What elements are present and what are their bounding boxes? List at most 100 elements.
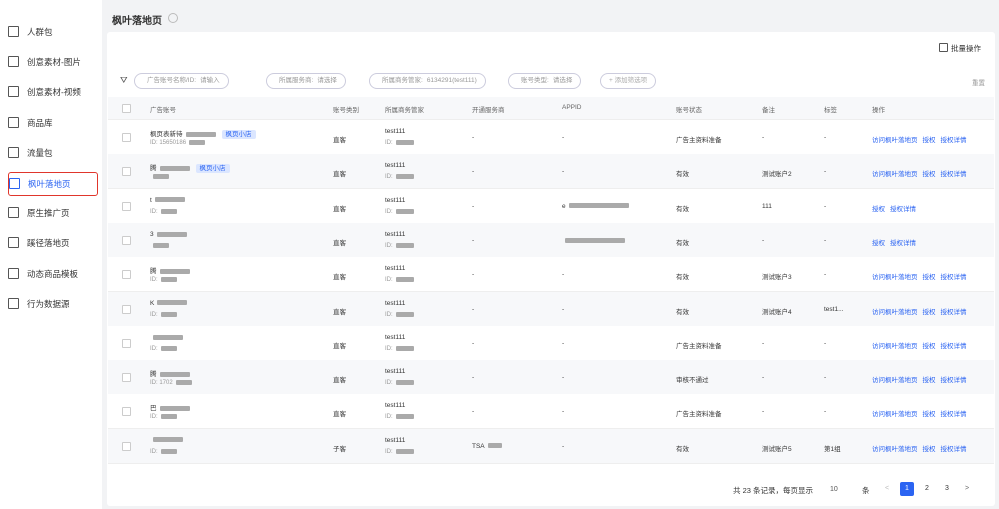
action-link[interactable]: 访问枫叶落地页 bbox=[872, 137, 918, 144]
appid-text: - bbox=[562, 168, 565, 176]
action-link[interactable]: 授权详情 bbox=[940, 171, 967, 179]
action-link[interactable]: 授权详情 bbox=[940, 308, 967, 316]
action-link[interactable]: 授权 bbox=[872, 239, 885, 247]
checkbox[interactable] bbox=[122, 104, 131, 113]
menu-label[interactable]: 流量包 bbox=[27, 147, 53, 158]
manager: test111 bbox=[385, 333, 406, 341]
checkbox[interactable] bbox=[122, 235, 131, 245]
action-link[interactable]: 授权 bbox=[922, 137, 936, 144]
manager: test111 bbox=[385, 128, 406, 135]
checkbox[interactable] bbox=[122, 373, 131, 383]
filter-icon[interactable]: ⛛ bbox=[120, 75, 128, 85]
status: 有效 bbox=[676, 274, 689, 282]
page-number[interactable]: 1 bbox=[900, 482, 914, 496]
menu-item[interactable]: 人群包 bbox=[8, 21, 96, 43]
menu-item[interactable]: 流量包 bbox=[8, 142, 96, 164]
reset-button[interactable]: 重置 bbox=[972, 80, 985, 87]
menu-label[interactable]: 创意素材-图片 bbox=[27, 57, 81, 68]
action-link[interactable]: 访问枫叶落地页 bbox=[872, 377, 918, 385]
action-link[interactable]: 访问枫叶落地页 bbox=[872, 308, 918, 316]
action-link[interactable]: 授权 bbox=[922, 274, 936, 282]
action-link[interactable]: 授权 bbox=[872, 205, 885, 213]
action-link[interactable]: 授权详情 bbox=[890, 205, 916, 213]
action-link[interactable]: 授权详情 bbox=[940, 445, 967, 453]
checkbox[interactable] bbox=[122, 167, 131, 177]
menu-item[interactable]: 原生推广页 bbox=[8, 202, 96, 224]
batch-label[interactable]: 批量操作 bbox=[951, 44, 981, 53]
filter[interactable]: 账号类型: 请选择 bbox=[508, 73, 582, 89]
action-link[interactable]: 访问枫叶落地页 bbox=[872, 342, 918, 350]
menu-item[interactable]: 枫叶落地页 bbox=[8, 172, 98, 196]
account-tag: 枫页小店 bbox=[195, 164, 230, 174]
action-link[interactable]: 授权详情 bbox=[940, 411, 967, 419]
appid: - bbox=[562, 340, 564, 347]
menu-label[interactable]: 蹊径落地页 bbox=[27, 238, 70, 249]
action-link[interactable]: 授权详情 bbox=[940, 274, 967, 282]
action-link[interactable]: 访问枫叶落地页 bbox=[872, 274, 918, 282]
page-number[interactable]: 3 bbox=[945, 485, 949, 492]
provider: - bbox=[472, 271, 474, 278]
menu-label[interactable]: 行为数据源 bbox=[27, 298, 70, 309]
filter[interactable]: 所属服务商: 请选择 bbox=[266, 73, 346, 89]
checkbox[interactable] bbox=[122, 133, 131, 142]
filter[interactable]: 所属商务管家: 6134291(test111) bbox=[369, 73, 486, 89]
checkbox[interactable] bbox=[122, 338, 131, 348]
next-page[interactable]: > bbox=[964, 485, 970, 492]
prev-page[interactable]: < bbox=[884, 485, 890, 492]
provider: - bbox=[472, 374, 474, 381]
menu-item[interactable]: 商品库 bbox=[8, 112, 96, 134]
checkbox[interactable] bbox=[122, 441, 131, 451]
redacted bbox=[175, 380, 192, 386]
action-link[interactable]: 授权详情 bbox=[940, 342, 967, 350]
manager: test111 bbox=[385, 368, 406, 376]
action-link[interactable]: 访问枫叶落地页 bbox=[872, 411, 918, 419]
menu-item[interactable]: 创意素材-图片 bbox=[8, 51, 96, 73]
account-name: K bbox=[150, 300, 188, 307]
action-link[interactable]: 授权详情 bbox=[940, 137, 967, 144]
redacted bbox=[160, 414, 177, 420]
account-id: ID: bbox=[150, 448, 177, 455]
menu-label[interactable]: 创意素材-视频 bbox=[27, 87, 81, 98]
checkbox[interactable] bbox=[122, 304, 131, 314]
action-link[interactable]: 授权详情 bbox=[940, 377, 967, 385]
redacted bbox=[160, 448, 177, 454]
menu-item[interactable]: 动态商品模板 bbox=[8, 263, 96, 285]
action-link[interactable]: 授权 bbox=[922, 171, 936, 179]
action-link[interactable]: 授权 bbox=[922, 308, 936, 316]
action-link[interactable]: 授权详情 bbox=[890, 239, 916, 247]
provider-text: - bbox=[472, 202, 475, 210]
provider: TSA bbox=[472, 443, 502, 450]
menu-item[interactable]: 行为数据源 bbox=[8, 293, 96, 315]
help-icon[interactable] bbox=[168, 13, 178, 23]
action-link[interactable]: 授权 bbox=[922, 445, 936, 453]
account-text: 腾 bbox=[150, 165, 157, 173]
checkbox[interactable] bbox=[122, 201, 131, 211]
menu-label[interactable]: 人群包 bbox=[27, 27, 53, 37]
menu-label[interactable]: 动态商品模板 bbox=[27, 268, 79, 279]
action-link[interactable]: 访问枫叶落地页 bbox=[872, 445, 918, 453]
menu-label[interactable]: 商品库 bbox=[27, 117, 53, 128]
batch-button[interactable]: 批量操作 bbox=[939, 43, 981, 54]
menu-item[interactable]: 蹊径落地页 bbox=[8, 232, 96, 254]
manager-id-text: ID: bbox=[385, 311, 393, 318]
filter[interactable]: 广告账号名称/ID: 请输入 bbox=[134, 73, 229, 89]
menu-label[interactable]: 枫叶落地页 bbox=[28, 179, 71, 189]
appid: - bbox=[562, 443, 564, 450]
page-number[interactable]: 2 bbox=[925, 485, 929, 492]
action-link[interactable]: 授权 bbox=[922, 342, 936, 350]
menu-label[interactable]: 原生推广页 bbox=[27, 208, 70, 219]
checkbox[interactable] bbox=[122, 270, 131, 280]
page-size-select[interactable]: 10 bbox=[830, 486, 838, 493]
status: 有效 bbox=[676, 445, 689, 453]
redacted bbox=[153, 437, 183, 443]
checkbox[interactable] bbox=[122, 407, 131, 417]
manager-id-text: ID: bbox=[385, 174, 393, 181]
action-link[interactable]: 授权 bbox=[922, 377, 936, 385]
action-link[interactable]: 授权 bbox=[922, 411, 936, 419]
provider-text: - bbox=[472, 134, 475, 141]
provider-text: - bbox=[472, 168, 475, 176]
add-filter[interactable]: + 添加筛选项 bbox=[600, 73, 657, 89]
menu-item[interactable]: 创意素材-视频 bbox=[8, 81, 96, 103]
action-link[interactable]: 访问枫叶落地页 bbox=[872, 171, 918, 179]
